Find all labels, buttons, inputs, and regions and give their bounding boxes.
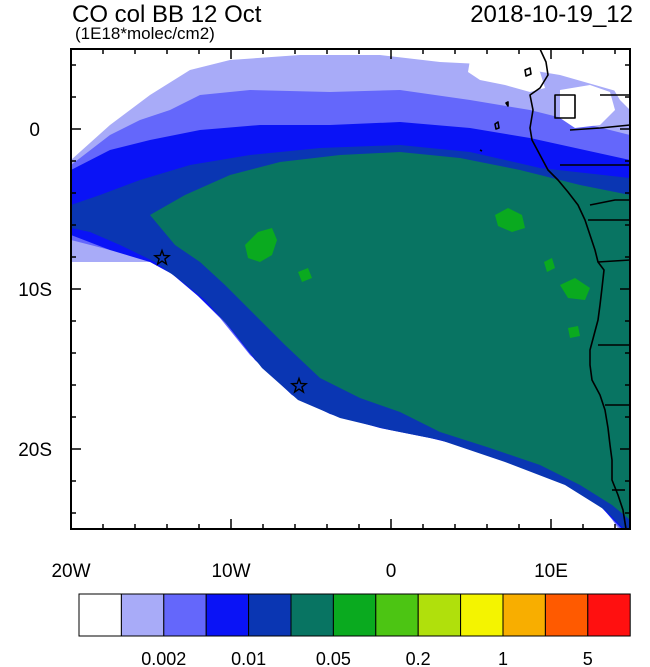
colorbar-label: 0.01 xyxy=(231,649,266,667)
lon-tick-label: 10W xyxy=(211,561,250,582)
colorbar-swatch xyxy=(544,593,589,637)
y-ticks xyxy=(71,64,630,514)
co-patch-green xyxy=(245,228,277,262)
colorbar-swatch xyxy=(163,593,207,637)
co-field xyxy=(71,49,630,529)
co-patch-green xyxy=(560,278,590,300)
colorbar-swatch xyxy=(417,593,462,637)
lat-tick-label: 0 xyxy=(29,120,40,141)
co-patch-green xyxy=(495,208,525,232)
lat-tick-label: 10S xyxy=(18,280,52,301)
co-patch-green xyxy=(568,326,580,338)
colorbar-swatch xyxy=(290,593,334,637)
colorbar-swatch xyxy=(78,593,122,637)
colorbar-swatch xyxy=(205,593,250,637)
colorbar-swatch xyxy=(248,593,292,637)
colorbar-label: 5 xyxy=(583,649,593,667)
colorbar-label: 1 xyxy=(498,649,508,667)
co-patch-white xyxy=(468,55,545,92)
star-marker xyxy=(289,376,309,394)
lon-tick-label: 10E xyxy=(534,561,568,582)
lon-tick-label: 20W xyxy=(51,561,90,582)
station-markers xyxy=(152,248,309,394)
units-label: (1E18*molec/cm2) xyxy=(75,24,215,43)
co-patch-white xyxy=(600,55,630,110)
colorbar-label: 0.002 xyxy=(141,649,186,667)
colorbar-swatch xyxy=(460,593,504,637)
colorbar-label: 0.05 xyxy=(316,649,351,667)
colorbar-swatch xyxy=(375,593,419,637)
coastline xyxy=(479,49,630,529)
colorbar: 0.002 0.01 0.05 0.2 1 5 xyxy=(78,593,631,667)
star-marker xyxy=(152,248,172,266)
datetime-label: 2018-10-19_12 xyxy=(470,1,633,28)
colorbar-swatch xyxy=(332,593,377,637)
x-ticks xyxy=(70,49,616,529)
co-patch-green xyxy=(544,258,555,272)
plot-title: CO col BB 12 Oct xyxy=(72,1,262,28)
lat-tick-label: 20S xyxy=(18,440,52,461)
colorbar-label: 0.2 xyxy=(406,649,431,667)
colorbar-swatch xyxy=(120,593,165,637)
lon-tick-label: 0 xyxy=(386,561,397,582)
colorbar-swatch xyxy=(502,593,546,637)
co-patch-green xyxy=(298,268,312,282)
colorbar-swatch xyxy=(587,593,631,637)
